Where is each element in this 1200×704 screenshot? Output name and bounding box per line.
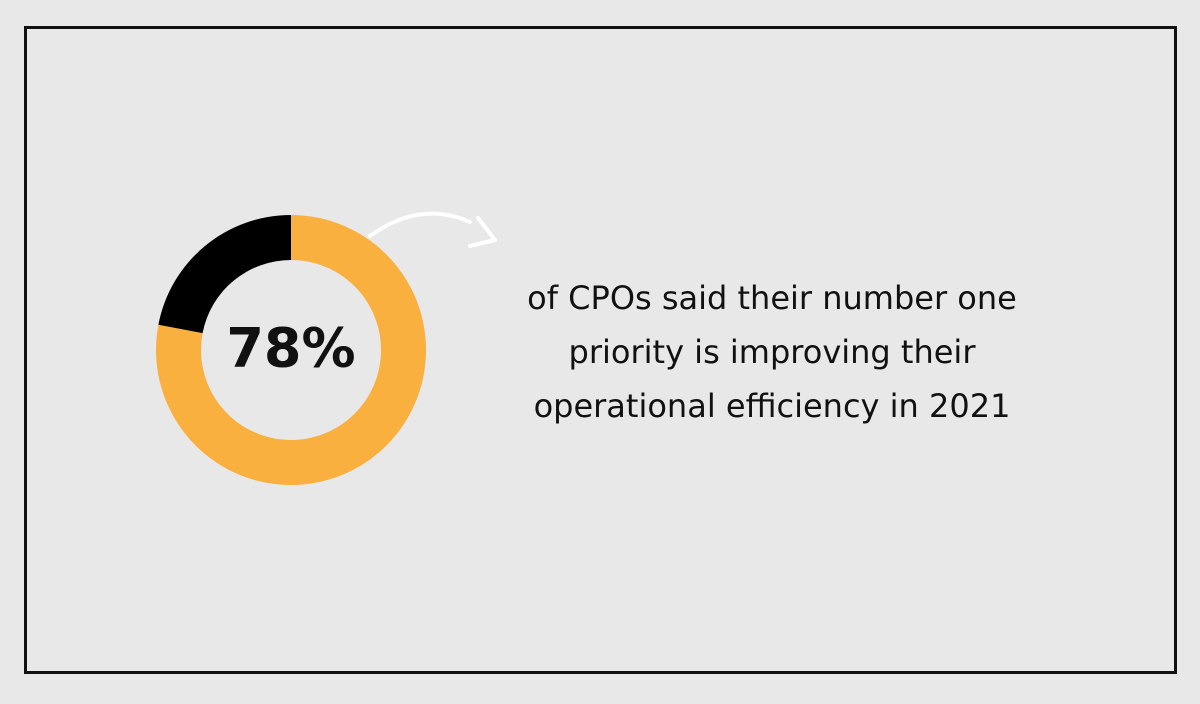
donut-segment — [156, 215, 427, 485]
arrow — [368, 211, 472, 238]
caption: of CPOs said their number one priority is… — [527, 279, 1017, 425]
donut: 78% — [156, 215, 427, 485]
center-label: 78% — [226, 317, 355, 380]
caption-line: operational efficiency in 2021 — [534, 387, 1011, 425]
caption-line: of CPOs said their number one — [527, 279, 1017, 317]
caption-line: priority is improving their — [569, 333, 977, 371]
arrow-head — [468, 216, 497, 248]
donut-segment — [158, 215, 291, 334]
frame — [24, 26, 1177, 674]
